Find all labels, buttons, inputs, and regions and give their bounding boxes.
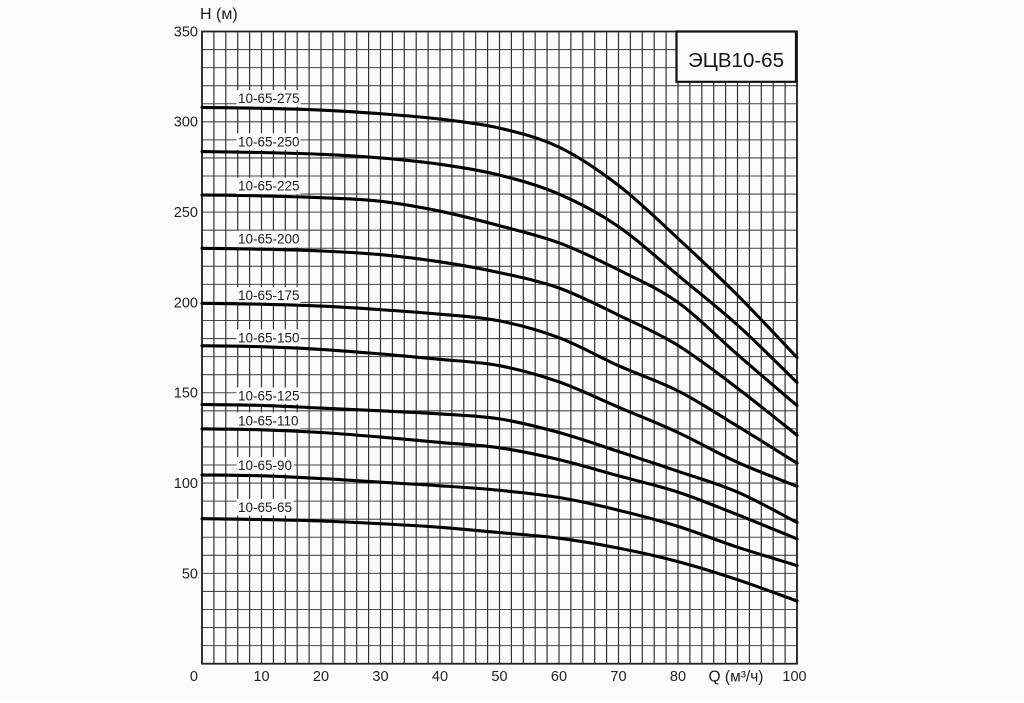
svg-text:ЭЦВ10-65: ЭЦВ10-65 [688,49,784,72]
svg-text:10-65-275: 10-65-275 [238,91,300,106]
svg-text:10-65-90: 10-65-90 [238,458,292,473]
svg-text:50: 50 [491,669,507,685]
svg-text:250: 250 [174,205,198,221]
svg-text:200: 200 [174,295,198,311]
svg-text:350: 350 [174,24,198,40]
svg-text:60: 60 [551,669,567,685]
svg-text:10-65-225: 10-65-225 [238,179,300,194]
svg-text:10-65-65: 10-65-65 [238,500,292,515]
svg-text:70: 70 [610,669,626,685]
svg-text:10-65-200: 10-65-200 [238,232,300,247]
svg-text:300: 300 [174,115,198,131]
svg-text:0: 0 [190,669,198,685]
svg-text:Q (м³/ч): Q (м³/ч) [709,669,764,686]
svg-text:20: 20 [313,669,329,685]
svg-text:100: 100 [782,669,806,685]
svg-text:10-65-110: 10-65-110 [238,413,299,428]
svg-text:100: 100 [174,476,198,492]
svg-text:10-65-250: 10-65-250 [238,134,300,149]
svg-text:40: 40 [432,669,448,685]
svg-text:10: 10 [253,669,269,685]
svg-text:10-65-150: 10-65-150 [238,330,300,345]
svg-text:80: 80 [670,669,686,685]
svg-text:150: 150 [174,386,198,402]
svg-text:50: 50 [182,566,198,582]
svg-text:10-65-175: 10-65-175 [238,288,300,303]
svg-text:30: 30 [372,669,388,685]
svg-text:H (м): H (м) [200,6,238,23]
svg-text:10-65-125: 10-65-125 [238,389,300,404]
